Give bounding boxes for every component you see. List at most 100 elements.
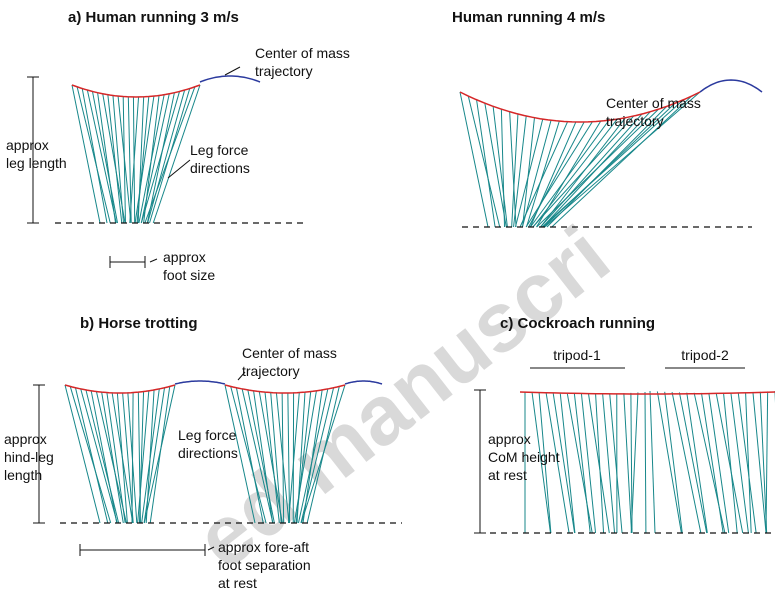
force-line [86, 89, 117, 224]
label: trajectory [606, 113, 664, 129]
leader [167, 159, 191, 179]
com-trajectory [459, 91, 701, 123]
force-line [230, 386, 267, 524]
force-line [545, 393, 570, 534]
force-line [656, 391, 682, 534]
force-line [281, 392, 285, 524]
force-line [247, 389, 275, 524]
bracket [27, 76, 39, 224]
force-line [509, 111, 517, 228]
label: approx [488, 431, 531, 447]
force-line [664, 391, 683, 534]
force-line [138, 391, 145, 524]
force-line [241, 388, 274, 524]
force-line [300, 387, 335, 524]
force-line [588, 393, 610, 534]
force-line [85, 389, 120, 524]
force-line [671, 392, 702, 534]
force-line [136, 96, 150, 224]
leader [237, 371, 246, 381]
force-line [71, 84, 101, 224]
force-line [521, 120, 552, 228]
force-line [144, 86, 196, 224]
force-line [293, 390, 317, 524]
force-line [765, 391, 769, 534]
force-line [532, 118, 618, 228]
force-line [80, 388, 118, 524]
force-line [752, 392, 767, 534]
force-line [492, 106, 508, 228]
label: Center of mass [255, 45, 350, 61]
force-line [74, 387, 109, 524]
panel-title: c) Cockroach running [500, 315, 655, 332]
com-trajectory [519, 391, 775, 395]
force-line [513, 115, 527, 228]
force-line [235, 387, 264, 524]
force-line [595, 393, 605, 534]
force-line [759, 391, 768, 534]
force-line [723, 392, 738, 534]
force-line [541, 99, 684, 228]
leader [224, 66, 241, 76]
force-line [97, 92, 117, 224]
force-line [143, 387, 166, 524]
force-line [129, 96, 140, 224]
force-line [700, 392, 724, 534]
force-line [116, 392, 128, 524]
label: Leg force [178, 427, 237, 443]
label: at rest [218, 575, 257, 591]
label: approx [163, 249, 206, 265]
com-trajectory [71, 84, 201, 98]
force-line [552, 393, 576, 534]
force-line [101, 392, 124, 524]
force-line [686, 392, 708, 534]
force-line [538, 392, 552, 534]
force-line [546, 105, 668, 228]
com-trajectory [64, 384, 176, 394]
force-line [141, 388, 160, 524]
force-line [95, 391, 127, 524]
force-line [525, 121, 593, 228]
bracket [79, 544, 215, 556]
force-line [540, 113, 643, 228]
force-line [708, 392, 730, 534]
force-line [531, 392, 551, 534]
force-line [623, 393, 633, 534]
force-line [649, 390, 656, 534]
force-line [295, 391, 312, 524]
label: Center of mass [606, 95, 701, 111]
label: approx fore-aft [218, 539, 309, 555]
com-trajectory [199, 75, 261, 83]
label: Leg force [190, 142, 249, 158]
force-line [131, 392, 134, 524]
force-line [467, 95, 501, 228]
force-line [602, 393, 616, 534]
force-line [532, 115, 635, 228]
force-line [127, 96, 132, 224]
label: leg length [6, 155, 67, 171]
bracket [33, 384, 45, 524]
force-line [140, 91, 181, 224]
com-trajectory [344, 380, 383, 385]
panel-title: a) Human running 3 m/s [68, 9, 239, 26]
label: foot separation [218, 557, 311, 573]
bracket [109, 256, 158, 268]
force-line [270, 392, 282, 524]
tripod-label: tripod-2 [681, 347, 729, 363]
label: hind-leg [4, 449, 54, 465]
force-line [519, 121, 569, 228]
force-line [500, 109, 506, 228]
force-line [745, 392, 752, 534]
force-line [112, 95, 124, 224]
label: directions [190, 160, 250, 176]
force-line [224, 384, 256, 524]
label: CoM height [488, 449, 560, 465]
force-lines [64, 84, 775, 534]
force-line [122, 96, 126, 224]
label: foot size [163, 267, 215, 283]
label: at rest [488, 467, 527, 483]
force-line [580, 393, 597, 534]
label: trajectory [242, 363, 300, 379]
force-line [528, 121, 585, 228]
